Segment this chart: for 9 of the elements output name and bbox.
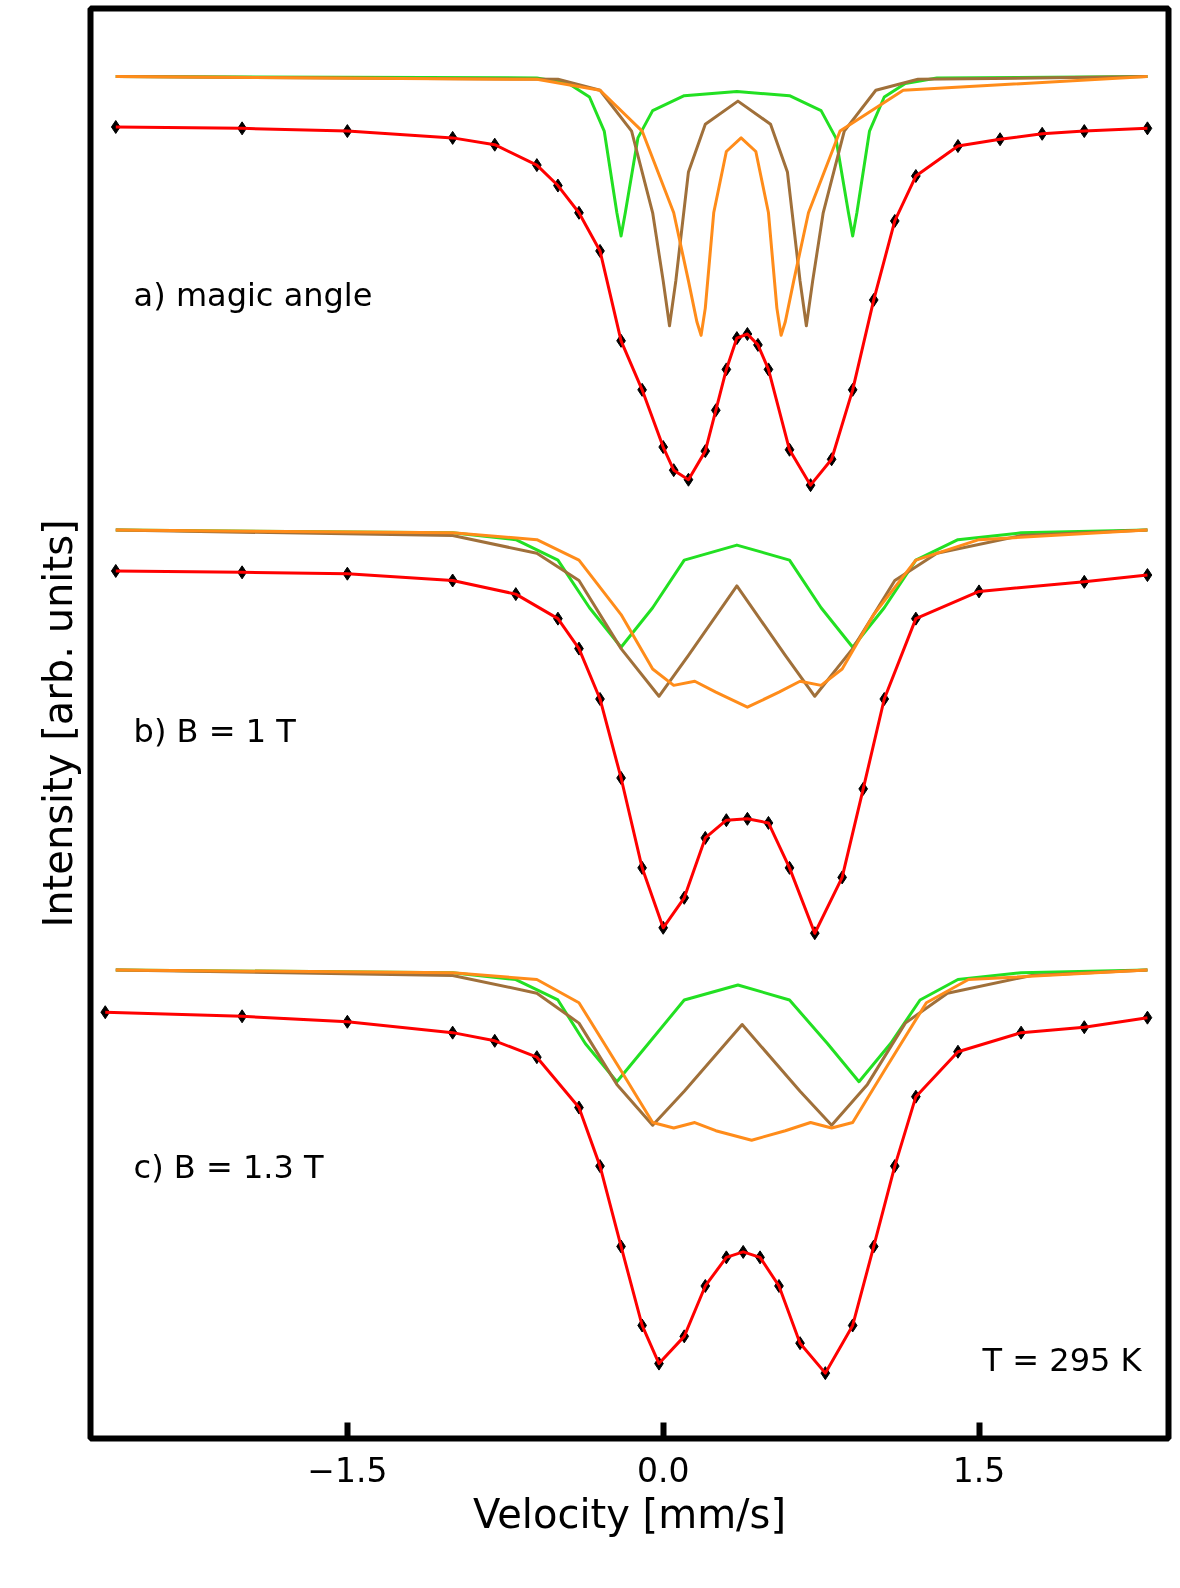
annotation: b) B = 1 T: [133, 711, 297, 750]
x-tick-label: 1.5: [952, 1450, 1006, 1490]
annotation: T = 295 K: [981, 1340, 1143, 1379]
annotation: a) magic angle: [133, 275, 373, 314]
y-axis-title: Intensity [arb. units]: [34, 519, 81, 928]
x-axis-title: Velocity [mm/s]: [472, 1490, 787, 1537]
x-tick-label: 0.0: [636, 1450, 690, 1490]
annotation: c) B = 1.3 T: [133, 1147, 325, 1186]
x-tick-label: −1.5: [307, 1450, 388, 1490]
